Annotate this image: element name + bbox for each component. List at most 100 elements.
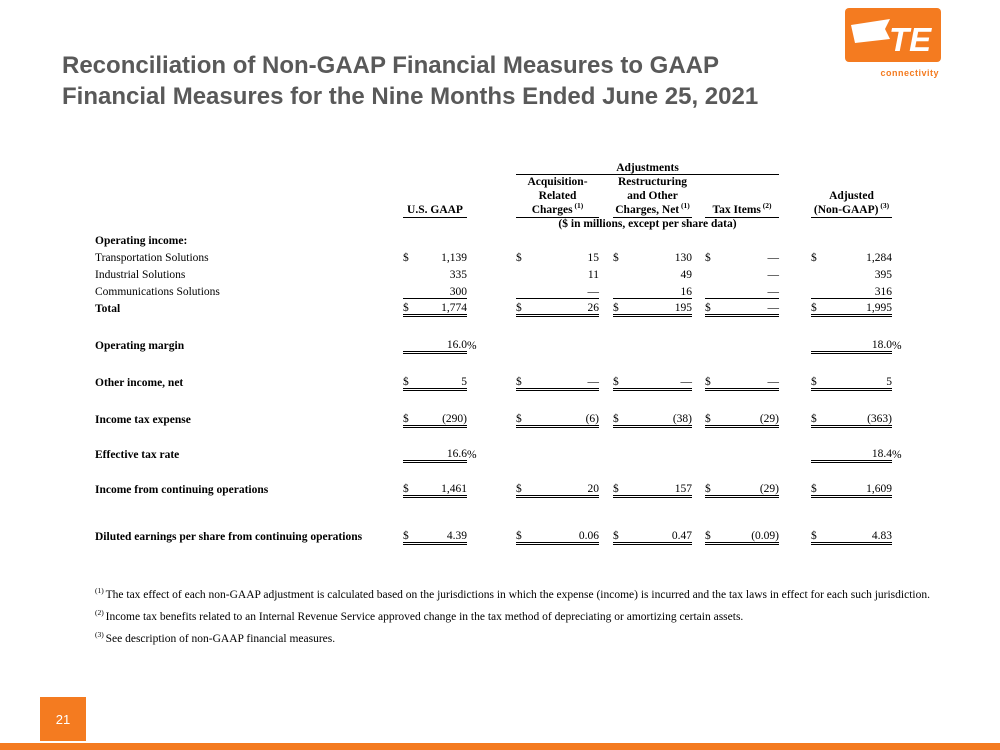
table-row: Operating income:: [95, 230, 922, 247]
cell-currency: $: [811, 409, 827, 428]
cell-value: —: [629, 372, 692, 391]
logo-tagline: connectivity: [880, 68, 939, 78]
cell-value: 395: [874, 269, 892, 281]
cell-suffix: [467, 230, 516, 247]
row-label: Effective tax rate: [95, 449, 180, 461]
cell-value: 195: [629, 298, 692, 317]
cell-currency: $: [613, 479, 629, 498]
cell-suffix: [692, 409, 705, 426]
cell-value: [532, 335, 599, 352]
cell-suffix: [599, 479, 613, 496]
footnote: (1) The tax effect of each non-GAAP adju…: [95, 586, 930, 601]
bottom-bar: [0, 743, 1000, 750]
cell-currency: $: [705, 526, 721, 545]
cell-currency: $: [811, 252, 817, 264]
cell-value: (363): [827, 409, 892, 428]
cell-currency: [705, 230, 721, 247]
cell-suffix: %: [467, 449, 477, 461]
cell-suffix: [599, 298, 613, 315]
cell-suffix: [892, 526, 922, 543]
cell-suffix: [599, 264, 613, 281]
cell-suffix: [599, 230, 613, 247]
table-row: Operating margin 16.0% 18.0%: [95, 335, 922, 354]
header-gap-cell: [779, 175, 811, 218]
cell-suffix: [892, 479, 922, 496]
units-note: ($ in millions, except per share data): [558, 218, 737, 230]
title-line-2: Financial Measures for the Nine Months E…: [62, 83, 759, 110]
empty-cell: [403, 162, 516, 175]
cell-currency: $: [516, 372, 532, 391]
cell-value: 4.83: [827, 526, 892, 545]
cell-suffix: [892, 409, 922, 426]
cell-value: 49: [680, 269, 693, 281]
cell-suffix: %: [892, 449, 902, 461]
column-header: Acquisition- Related Charges (1): [516, 174, 599, 218]
cell-value: —: [767, 252, 780, 264]
cell-value: (38): [629, 409, 692, 428]
cell-value: 0.06: [532, 526, 599, 545]
footnotes-section: (1) The tax effect of each non-GAAP adju…: [95, 586, 960, 654]
cell-suffix: [692, 264, 705, 281]
cell-currency: $: [811, 372, 827, 391]
cell-currency: $: [516, 298, 532, 317]
recon-table: Adjustments U.S. GAAP Acquisition- Related…: [95, 162, 922, 545]
empty-cell: [95, 162, 403, 175]
footnote: (3) See description of non-GAAP financia…: [95, 630, 336, 645]
cell-currency: [613, 444, 629, 461]
cell-suffix: [779, 247, 811, 264]
cell-value: 18.0: [827, 335, 892, 354]
adjustments-group-header: Adjustments: [516, 162, 779, 175]
cell-value: 157: [629, 479, 692, 498]
cell-currency: [811, 264, 827, 281]
row-label: Income from continuing operations: [95, 484, 269, 496]
cell-value: 1,461: [419, 479, 467, 498]
title-line-1: Reconciliation of Non-GAAP Financial Mea…: [62, 52, 719, 79]
spacer-row: [95, 426, 922, 444]
row-label: Income tax expense: [95, 414, 191, 426]
cell-suffix: [692, 281, 705, 298]
cell-suffix: [779, 264, 811, 281]
cell-currency: [516, 281, 532, 299]
cell-value: 300: [419, 281, 467, 299]
cell-currency: $: [613, 252, 619, 264]
cell-suffix: [892, 264, 922, 281]
cell-suffix: %: [892, 340, 902, 352]
footnote-marker: (2): [95, 608, 106, 618]
cell-suffix: [692, 479, 705, 496]
footnote: (2) Income tax benefits related to an In…: [95, 608, 744, 623]
cell-value: [532, 444, 599, 461]
cell-currency: $: [811, 479, 827, 498]
cell-suffix: [779, 230, 811, 247]
cell-currency: $: [705, 372, 721, 391]
cell-suffix: [779, 298, 811, 315]
cell-suffix: [692, 247, 705, 264]
cell-suffix: [779, 372, 811, 389]
cell-currency: $: [705, 479, 721, 498]
cell-value: 18.4: [827, 444, 892, 463]
spacer-row: [95, 352, 922, 372]
cell-currency: $: [705, 298, 721, 317]
table-row: Communications Solutions 300 — 16 — 316: [95, 281, 922, 299]
spacer-row: [95, 461, 922, 479]
cell-value: 5: [827, 372, 892, 391]
cell-suffix: [892, 230, 922, 247]
row-label: Operating margin: [95, 340, 185, 352]
cell-currency: [811, 335, 827, 354]
cell-currency: $: [811, 298, 827, 317]
cell-value: (290): [419, 409, 467, 428]
cell-currency: [613, 335, 629, 352]
cell-currency: $: [516, 252, 522, 264]
cell-value: 1,995: [827, 298, 892, 317]
cell-currency: [403, 335, 419, 354]
cell-currency: [403, 444, 419, 463]
cell-suffix: [779, 479, 811, 496]
row-label: Diluted earnings per share from continui…: [95, 531, 363, 543]
te-logo-mark: TE: [845, 8, 941, 62]
row-label: Communications Solutions: [95, 286, 220, 298]
spacer-cell: [95, 315, 922, 335]
cell-currency: $: [403, 252, 409, 264]
row-label: Operating income:: [95, 235, 188, 247]
cell-value: —: [532, 372, 599, 391]
logo-flag-icon: [851, 19, 890, 43]
cell-currency: $: [613, 526, 629, 545]
